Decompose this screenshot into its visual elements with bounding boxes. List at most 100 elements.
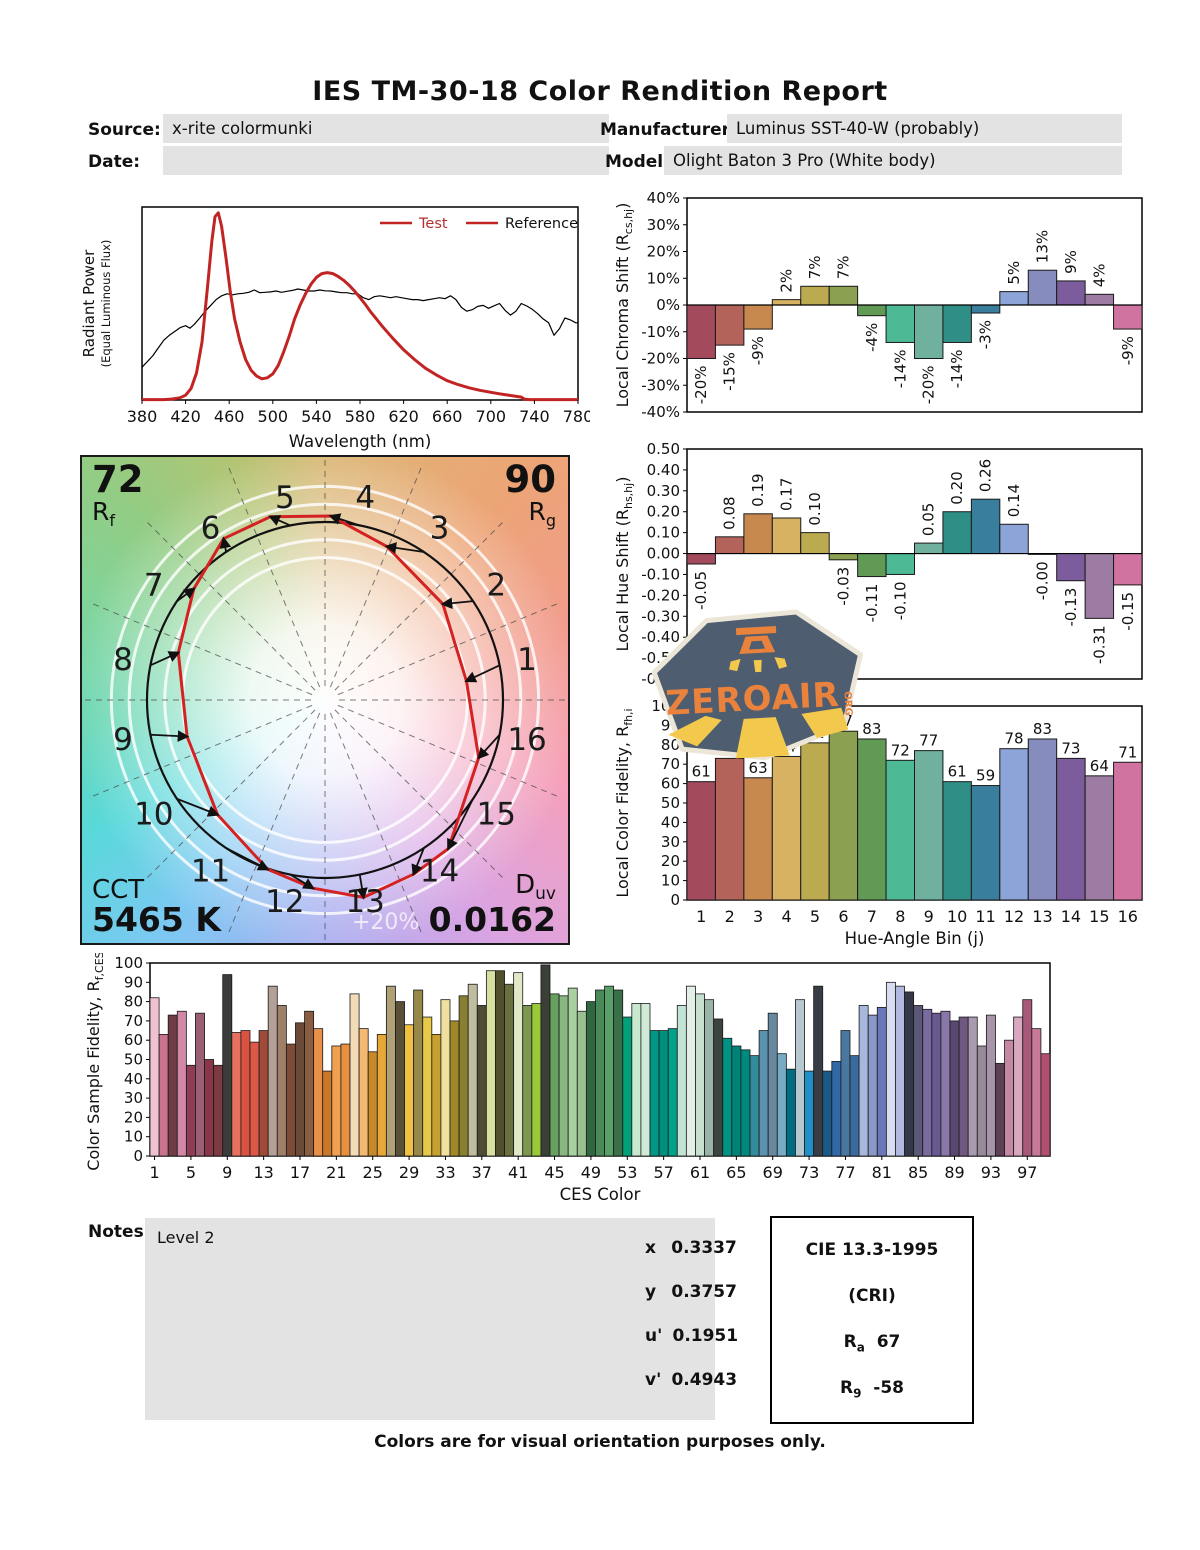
- model-value-box: Olight Baton 3 Pro (White body): [664, 146, 1122, 175]
- bar: [985, 1014, 996, 1157]
- shift-arrow: [477, 734, 501, 760]
- y-tick-label: 0.10: [647, 524, 680, 542]
- shift-arrow: [150, 730, 190, 742]
- bar: [167, 1014, 178, 1157]
- x-tick-label: 1: [696, 907, 706, 926]
- x-tick-label: 37: [472, 1163, 492, 1182]
- hue-bin-spoke: [91, 603, 313, 696]
- bin-number-label: 14: [420, 853, 459, 889]
- shift-arrow: [176, 587, 196, 602]
- bar: [458, 995, 469, 1157]
- bar: [1056, 553, 1086, 582]
- x-tick-label: 29: [399, 1163, 419, 1182]
- bar: [800, 742, 830, 901]
- bin-number-label: 6: [201, 511, 221, 547]
- x-tick-label: 6: [838, 907, 848, 926]
- y-axis-subtitle: (Equal Luminous Flux): [99, 240, 113, 368]
- bar-label: 0.20: [948, 471, 966, 504]
- y-axis-title: Color Sample Fidelity, Rf,CESi: [85, 953, 106, 1171]
- cri-box: CIE 13.3-1995 (CRI) Ra 67 R9 -58: [770, 1216, 974, 1424]
- bar: [540, 964, 551, 1157]
- bar: [358, 1028, 369, 1157]
- hue-bin-spoke: [329, 712, 422, 934]
- bar-label: 7%: [834, 255, 852, 279]
- bar: [714, 304, 745, 346]
- x-tick-label: 4: [781, 907, 791, 926]
- bar: [567, 987, 578, 1157]
- bar: [822, 1070, 833, 1157]
- hue-bin-spoke: [228, 712, 321, 934]
- bar: [743, 777, 773, 901]
- bar: [258, 1030, 269, 1157]
- bar-label: 5%: [1005, 261, 1023, 285]
- bar: [522, 1005, 533, 1157]
- r9-row: R9 -58: [839, 1378, 904, 1401]
- source-value: x-rite colormunki: [172, 119, 313, 138]
- model-label: Model:: [605, 152, 670, 172]
- duv-value: 0.0162: [428, 900, 556, 940]
- bar: [467, 983, 478, 1157]
- bin-number-label: 11: [191, 853, 230, 889]
- bar: [249, 1041, 260, 1157]
- bar-label: -0.15: [1119, 592, 1137, 631]
- bar: [885, 304, 915, 343]
- bar: [549, 993, 560, 1157]
- legend-test-label: Test: [418, 216, 448, 232]
- bar: [222, 974, 233, 1157]
- y-tick-label: 50: [124, 1051, 143, 1069]
- bar-label: 77: [919, 732, 938, 750]
- bar-label: 59: [976, 767, 995, 785]
- bar: [367, 1051, 378, 1157]
- y-tick-label: 0.50: [647, 443, 680, 458]
- bar: [1040, 1053, 1051, 1157]
- bar: [385, 985, 396, 1157]
- bar-label: 9%: [1062, 250, 1080, 274]
- x-tick-label: 49: [581, 1163, 601, 1182]
- manufacturer-value-box: Luminus SST-40-W (probably): [727, 114, 1122, 143]
- x-tick-label: 5: [186, 1163, 196, 1182]
- y-tick-label: 30: [124, 1089, 143, 1107]
- chromaticity-u: u' 0.1951: [645, 1326, 739, 1346]
- bar: [340, 1043, 351, 1157]
- x-tick-label: 660: [432, 407, 463, 426]
- bar: [322, 1070, 333, 1157]
- bar: [857, 553, 887, 578]
- bar: [704, 999, 715, 1157]
- bar-label: 0.19: [749, 473, 767, 506]
- bar: [914, 750, 944, 901]
- bar: [1027, 738, 1058, 901]
- x-tick-label: 45: [544, 1163, 564, 1182]
- bar: [857, 738, 887, 901]
- bar-label: 0.05: [920, 503, 938, 536]
- x-tick-label: 85: [908, 1163, 928, 1182]
- bar: [686, 304, 716, 359]
- x-tick-label: 8: [895, 907, 905, 926]
- x-tick-label: 13: [253, 1163, 273, 1182]
- date-label: Date:: [88, 152, 141, 172]
- y-tick-label: 80: [124, 993, 143, 1011]
- shift-arrow: [447, 798, 474, 851]
- bar-label: 13%: [1033, 230, 1051, 263]
- y-tick-label: 70: [124, 1012, 143, 1030]
- bar: [1113, 761, 1143, 901]
- y-tick-label: 0: [133, 1147, 143, 1165]
- y-tick-label: -30%: [641, 376, 680, 394]
- bar: [867, 1014, 878, 1157]
- bar-label: -0.00: [1033, 561, 1051, 600]
- x-tick-label: 540: [301, 407, 332, 426]
- x-tick-label: 81: [872, 1163, 892, 1182]
- bar: [404, 1024, 415, 1157]
- bin-number-label: 1: [517, 642, 537, 678]
- bar: [840, 1030, 851, 1157]
- bar-label: 0.08: [721, 496, 739, 529]
- bar: [585, 1001, 596, 1157]
- x-tick-label: 17: [290, 1163, 310, 1182]
- chromaticity-x: x 0.3337: [645, 1238, 737, 1258]
- shift-arrow: [440, 597, 474, 609]
- bar: [942, 304, 972, 343]
- bar: [285, 1043, 296, 1157]
- bar: [967, 1016, 978, 1157]
- bar: [604, 985, 615, 1157]
- y-tick-label: -0.30: [641, 607, 680, 625]
- bar-label: -20%: [692, 366, 710, 405]
